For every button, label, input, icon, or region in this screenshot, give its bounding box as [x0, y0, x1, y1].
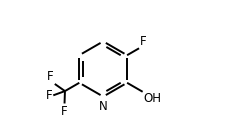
Text: N: N: [99, 100, 108, 113]
Text: F: F: [61, 105, 68, 118]
Text: F: F: [140, 35, 146, 48]
Text: F: F: [46, 89, 52, 102]
Text: OH: OH: [143, 92, 161, 105]
Text: F: F: [47, 70, 54, 83]
